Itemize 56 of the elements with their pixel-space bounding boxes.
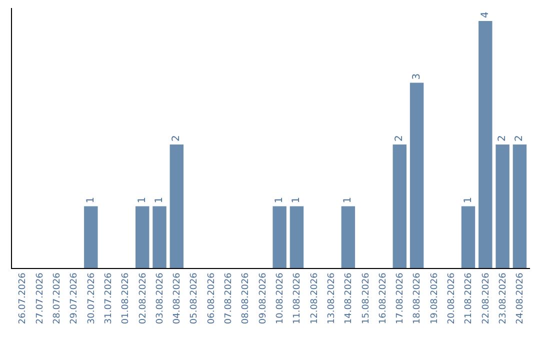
- x-tick-label: 12.08.2026: [310, 272, 320, 324]
- x-tick-label: 05.08.2026: [190, 272, 200, 324]
- bar: [461, 206, 476, 268]
- data-label: 1: [85, 196, 96, 204]
- x-tick-label: 09.08.2026: [258, 272, 268, 324]
- x-tick-label: 08.08.2026: [241, 272, 252, 324]
- x-tick-label: 21.08.2026: [464, 272, 474, 324]
- data-label: 1: [154, 196, 166, 204]
- bar: [170, 144, 184, 268]
- x-tick-label: 22.08.2026: [481, 272, 492, 324]
- x-tick-label: 29.07.2026: [70, 272, 80, 324]
- bar: [341, 206, 356, 268]
- data-label: 1: [291, 196, 302, 204]
- x-tick-label: 07.08.2026: [224, 272, 234, 324]
- x-tick-label: 10.08.2026: [276, 272, 286, 324]
- x-tick-label: 15.08.2026: [361, 272, 372, 324]
- x-tick-label: 01.08.2026: [121, 272, 132, 324]
- data-label: 3: [411, 73, 422, 80]
- x-tick-label: 31.07.2026: [104, 272, 114, 324]
- bar: [512, 144, 527, 268]
- x-tick-label: 03.08.2026: [155, 272, 166, 324]
- data-label: 2: [514, 135, 526, 142]
- data-label: 1: [462, 196, 474, 204]
- bar: [290, 206, 304, 268]
- x-tick-label: 19.08.2026: [430, 272, 440, 324]
- x-tick-label: 04.08.2026: [172, 272, 183, 324]
- x-tick-label: 11.08.2026: [292, 272, 303, 324]
- x-tick-label: 18.08.2026: [412, 272, 423, 324]
- bar: [410, 82, 424, 268]
- x-tick-label: 23.08.2026: [498, 272, 508, 324]
- bar: [478, 21, 492, 268]
- x-tick-label: 28.07.2026: [52, 272, 63, 324]
- x-tick-label: 13.08.2026: [326, 272, 337, 324]
- bar: [152, 206, 166, 268]
- x-tick-label: 30.07.2026: [86, 272, 97, 324]
- data-label: 2: [171, 135, 182, 142]
- data-label: 1: [136, 196, 148, 204]
- bar: [272, 206, 286, 268]
- x-tick-label: 02.08.2026: [138, 272, 148, 324]
- data-label: 2: [497, 135, 508, 142]
- x-tick-label: 24.08.2026: [516, 272, 526, 324]
- x-tick-label: 26.07.2026: [18, 272, 28, 324]
- x-tick-label: 17.08.2026: [396, 272, 406, 324]
- bar: [392, 144, 406, 268]
- data-label: 4: [480, 12, 491, 18]
- x-tick-label: 06.08.2026: [206, 272, 217, 324]
- bar: [496, 144, 510, 268]
- bar: [136, 206, 150, 268]
- x-tick-label: 14.08.2026: [344, 272, 354, 324]
- bar: [84, 206, 98, 268]
- x-tick-label: 27.07.2026: [35, 272, 46, 324]
- data-label: 2: [394, 135, 406, 142]
- data-label: 1: [274, 196, 286, 204]
- x-tick-label: 16.08.2026: [378, 272, 388, 324]
- data-label: 1: [342, 196, 354, 204]
- x-tick-label: 20.08.2026: [447, 272, 458, 324]
